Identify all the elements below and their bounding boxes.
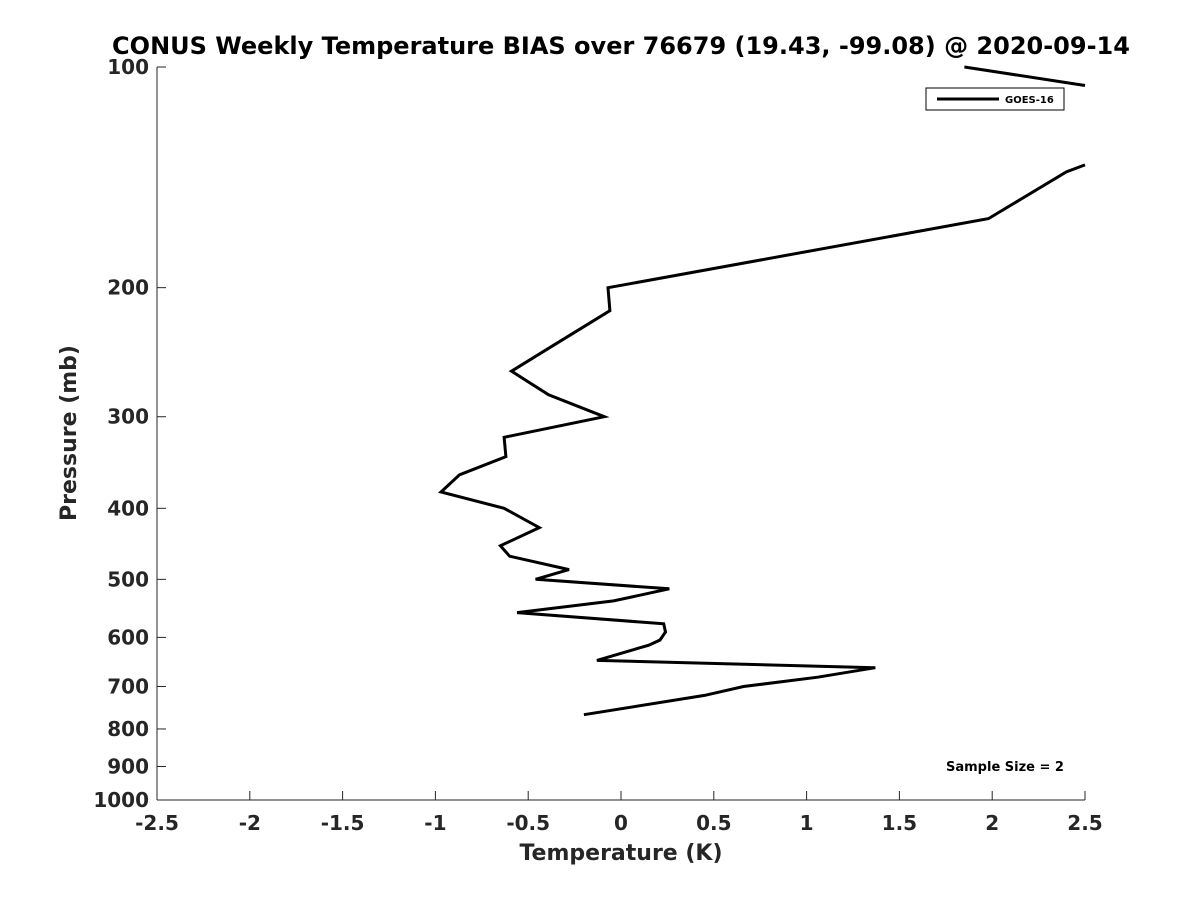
y-ticks: 100 200 300 400 500 600 700 800 900 1000 bbox=[93, 55, 166, 812]
x-tick-label: -2.5 bbox=[135, 811, 179, 835]
y-axis-label: Pressure (mb) bbox=[57, 345, 82, 521]
x-tick-label: 2 bbox=[985, 811, 999, 835]
x-tick-label: -0.5 bbox=[506, 811, 550, 835]
x-tick-label: 1.5 bbox=[882, 811, 917, 835]
x-tick-label: -1 bbox=[424, 811, 446, 835]
x-tick-label: -2 bbox=[239, 811, 261, 835]
x-tick-label: 0.5 bbox=[696, 811, 731, 835]
sample-size-annotation: Sample Size = 2 bbox=[946, 760, 1064, 775]
x-tick-label: 0 bbox=[614, 811, 628, 835]
x-tick-label: 1 bbox=[800, 811, 814, 835]
y-tick-label: 300 bbox=[107, 405, 149, 429]
legend-label-goes-16: GOES-16 bbox=[1005, 95, 1054, 106]
y-tick-label: 400 bbox=[107, 496, 149, 520]
x-axis-label: Temperature (K) bbox=[519, 841, 722, 866]
plot-area bbox=[157, 67, 1085, 800]
y-tick-label: 700 bbox=[107, 674, 149, 698]
y-tick-label: 500 bbox=[107, 567, 149, 591]
chart-title: CONUS Weekly Temperature BIAS over 76679… bbox=[112, 32, 1130, 60]
x-tick-label: 2.5 bbox=[1067, 811, 1102, 835]
x-tick-label: -1.5 bbox=[321, 811, 365, 835]
y-tick-label: 100 bbox=[107, 55, 149, 79]
series-group bbox=[437, 65, 1086, 717]
x-ticks: -2.5 -2 -1.5 -1 -0.5 0 0.5 1 1.5 2 2.5 bbox=[135, 791, 1103, 835]
y-tick-label: 1000 bbox=[93, 788, 149, 812]
series-line-goes-16 bbox=[437, 163, 1086, 717]
y-tick-label: 800 bbox=[107, 717, 149, 741]
y-tick-label: 600 bbox=[107, 625, 149, 649]
series-line-goes-16 bbox=[964, 65, 1086, 87]
legend: GOES-16 bbox=[925, 87, 1065, 111]
y-tick-label: 900 bbox=[107, 754, 149, 778]
y-tick-label: 200 bbox=[107, 276, 149, 300]
